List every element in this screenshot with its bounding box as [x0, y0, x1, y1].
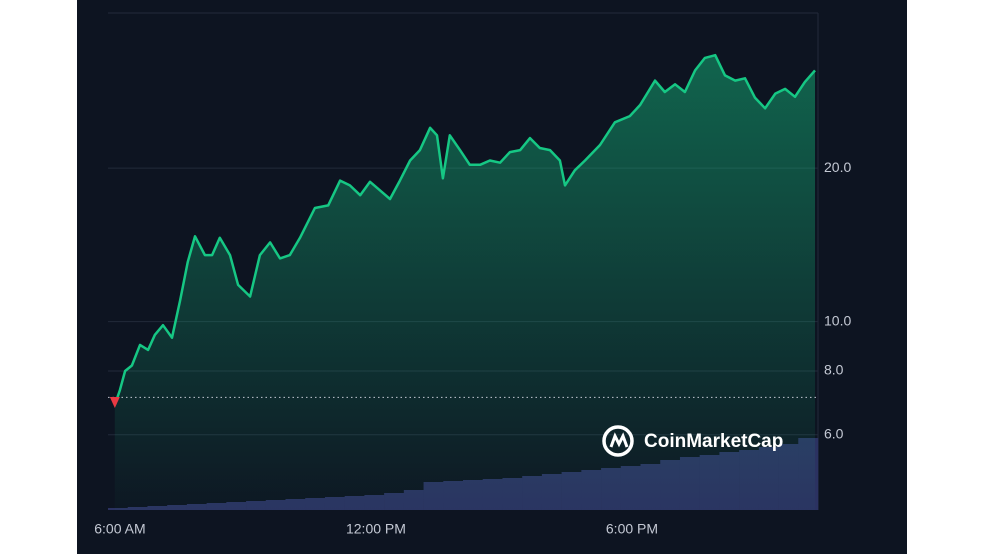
start-marker: [109, 397, 120, 409]
logo-text: CoinMarketCap: [644, 431, 783, 452]
price-area: [114, 55, 816, 510]
logo: CoinMarketCap: [602, 425, 783, 457]
y-tick-label: 8.0: [824, 362, 844, 378]
logo-icon-m: [609, 432, 629, 448]
y-tick-label: 6.0: [824, 425, 844, 441]
x-tick-label: 6:00 PM: [606, 521, 658, 537]
y-tick-label: 20.0: [824, 159, 851, 175]
price-line: [113, 53, 816, 406]
x-tick-label: 6:00 AM: [94, 521, 145, 537]
logo-icon: [602, 425, 634, 457]
x-tick-label: 12:00 PM: [346, 521, 406, 537]
y-tick-label: 10.0: [824, 312, 851, 328]
